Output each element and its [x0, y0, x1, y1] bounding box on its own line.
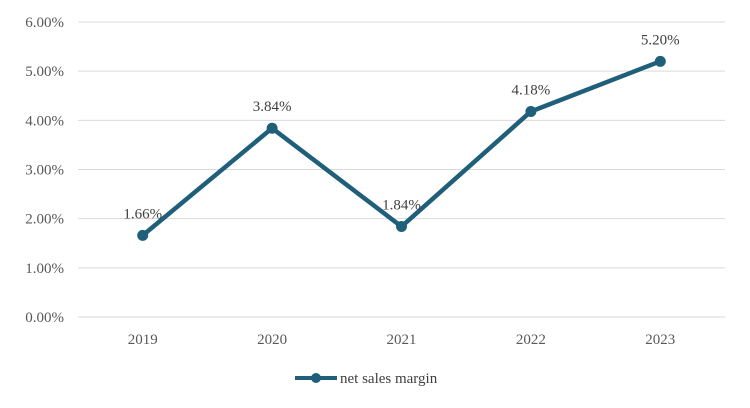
x-tick-label: 2022	[516, 332, 546, 348]
legend: net sales margin	[295, 371, 438, 387]
data-point	[525, 105, 537, 117]
y-tick-label: 1.00%	[25, 261, 64, 277]
y-tick-label: 0.00%	[25, 310, 64, 326]
data-point	[396, 221, 407, 233]
x-tick-label: 2020	[257, 332, 287, 348]
data-point	[137, 229, 149, 241]
gridlines	[78, 21, 725, 318]
legend-label: net sales margin	[340, 371, 438, 387]
x-tick-label: 2023	[645, 332, 675, 348]
x-tick-label: 2019	[128, 332, 158, 348]
legend-marker	[311, 373, 321, 383]
data-labels: 1.66% 3.84% 1.84% 4.18% 5.20%	[123, 32, 679, 222]
data-label: 1.84%	[382, 198, 421, 214]
y-tick-label: 5.00%	[25, 64, 64, 80]
series-net-sales-margin	[137, 55, 666, 241]
data-point	[654, 55, 666, 67]
y-tick-label: 4.00%	[25, 113, 64, 129]
data-point	[266, 122, 278, 134]
x-tick-label: 2021	[387, 332, 417, 348]
y-tick-label: 3.00%	[25, 163, 64, 179]
data-label: 5.20%	[641, 32, 680, 48]
data-label: 3.84%	[253, 99, 292, 115]
y-tick-label: 6.00%	[25, 15, 64, 31]
y-tick-label: 2.00%	[25, 212, 64, 228]
data-label: 1.66%	[123, 206, 162, 222]
data-label: 4.18%	[512, 82, 551, 98]
y-axis: 0.00% 1.00% 2.00% 3.00% 4.00% 5.00% 6.00%	[25, 15, 64, 326]
x-axis: 2019 2020 2021 2022 2023	[128, 332, 676, 348]
